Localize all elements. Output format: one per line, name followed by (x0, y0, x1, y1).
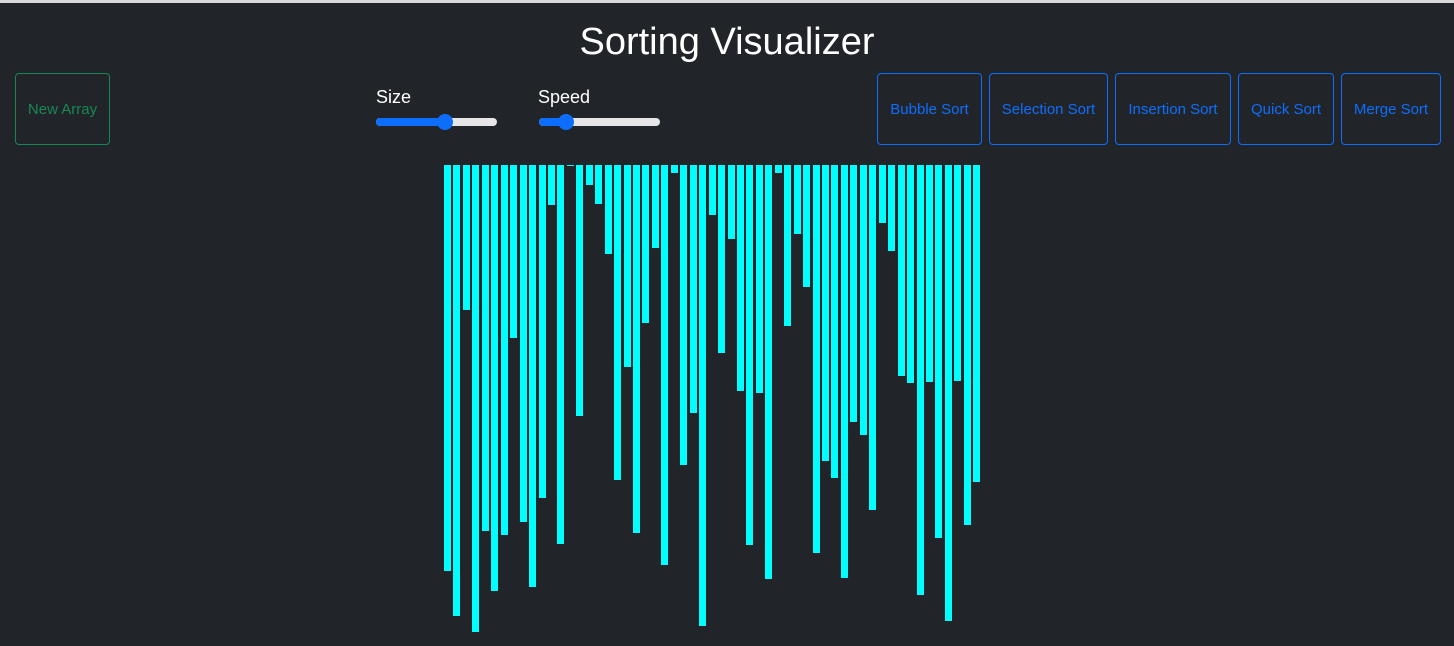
array-bar (973, 165, 981, 482)
array-bar (557, 165, 565, 544)
speed-slider-fill (539, 118, 566, 126)
array-bar (453, 165, 461, 616)
array-bar (954, 165, 962, 381)
array-bar (925, 165, 933, 382)
array-bar (822, 165, 829, 461)
array-bar (604, 165, 612, 254)
size-slider-fill (376, 118, 445, 126)
array-bar (718, 165, 726, 353)
array-bar (481, 165, 489, 531)
page-title: Sorting Visualizer (579, 21, 875, 63)
array-bar (614, 165, 622, 480)
top-border (0, 0, 1454, 3)
array-bar (642, 165, 650, 323)
array-bar (746, 165, 754, 545)
bubble-sort-button[interactable]: Bubble Sort (877, 73, 982, 145)
array-bar (831, 165, 839, 478)
array-bar (755, 165, 763, 393)
array-bar (888, 165, 896, 251)
array-bar (444, 165, 451, 571)
array-bar (736, 165, 744, 391)
quick-sort-button[interactable]: Quick Sort (1238, 73, 1334, 145)
array-bar (462, 165, 470, 310)
array-bar (803, 165, 811, 287)
array-bar (510, 165, 518, 338)
array-bar (680, 165, 688, 465)
array-bar (727, 165, 735, 239)
size-label: Size (376, 87, 412, 107)
array-bars-container (444, 165, 1014, 640)
array-bar (585, 165, 593, 185)
array-bar (472, 165, 480, 632)
array-bar (793, 165, 801, 234)
new-array-button[interactable]: New Array (15, 73, 110, 145)
array-bar (897, 165, 905, 376)
size-slider[interactable] (376, 114, 497, 130)
array-bar (566, 165, 574, 166)
speed-slider-thumb[interactable] (557, 114, 574, 130)
array-bar (491, 165, 499, 591)
array-bar (869, 165, 877, 510)
array-bar (538, 165, 546, 498)
size-slider-thumb[interactable] (436, 114, 453, 130)
speed-label: Speed (538, 87, 591, 107)
array-bar (661, 165, 669, 565)
array-bar (633, 165, 640, 533)
array-bar (840, 165, 848, 578)
array-bar (944, 165, 952, 621)
array-bar (689, 165, 697, 413)
array-bar (651, 165, 659, 248)
array-bar (774, 165, 782, 173)
array-bar (935, 165, 943, 538)
array-bar (784, 165, 792, 326)
array-bar (878, 165, 886, 223)
array-bar (907, 165, 915, 383)
array-bar (500, 165, 508, 535)
array-bar (670, 165, 678, 173)
selection-sort-button[interactable]: Selection Sort (989, 73, 1108, 145)
array-bar (519, 165, 527, 522)
array-bar (547, 165, 555, 205)
array-bar (708, 165, 716, 215)
array-bar (595, 165, 603, 204)
insertion-sort-button[interactable]: Insertion Sort (1115, 73, 1231, 145)
array-bar (963, 165, 971, 525)
merge-sort-button[interactable]: Merge Sort (1341, 73, 1441, 145)
array-bar (859, 165, 867, 435)
array-bar (576, 165, 584, 416)
array-bar (623, 165, 631, 367)
array-bar (699, 165, 707, 626)
array-bar (812, 165, 820, 553)
array-bar (850, 165, 858, 422)
array-bar (916, 165, 924, 595)
speed-slider[interactable] (539, 114, 660, 130)
array-bar (765, 165, 773, 579)
array-bar (529, 165, 537, 587)
